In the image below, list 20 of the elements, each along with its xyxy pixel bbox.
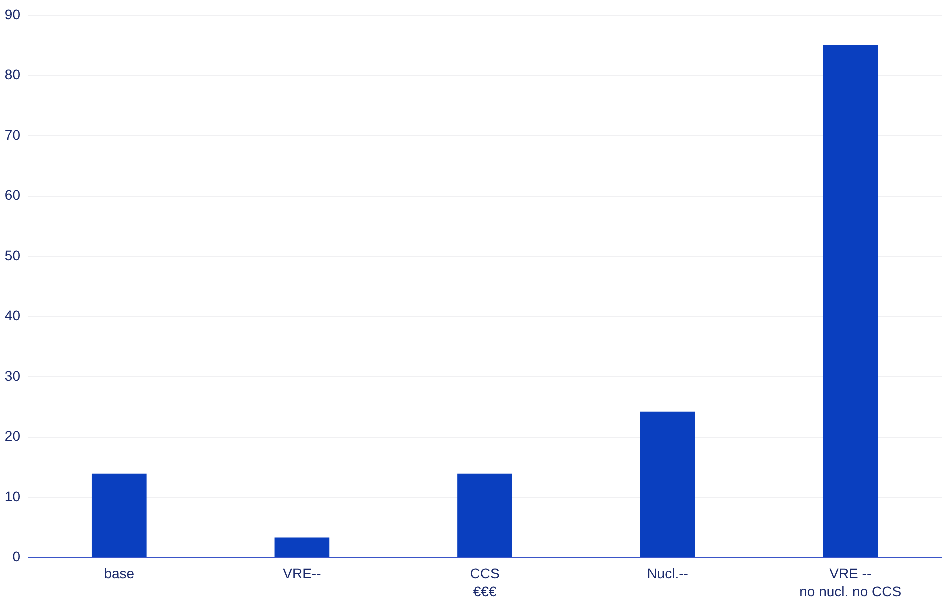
bar — [823, 45, 878, 557]
x-tick-label: base — [104, 566, 135, 582]
x-tick-label: Nucl.-- — [647, 566, 689, 582]
y-tick-label: 0 — [12, 548, 21, 564]
y-tick-label: 30 — [4, 368, 21, 384]
y-tick-label: 80 — [4, 66, 21, 83]
bar — [458, 474, 512, 557]
x-tick-label: VRE -- no nucl. no CCS — [800, 566, 902, 600]
x-tick-label: VRE-- — [283, 566, 322, 582]
bar — [92, 474, 147, 557]
y-tick-label: 50 — [4, 247, 21, 264]
y-tick-label: 60 — [4, 187, 21, 204]
bar — [640, 412, 696, 557]
x-tick-label: CCS €€€ — [470, 566, 500, 600]
bar — [274, 538, 330, 557]
y-tick-label: 90 — [4, 6, 21, 22]
y-tick-label: 70 — [4, 126, 21, 143]
y-tick-label: 40 — [4, 308, 21, 324]
y-tick-label: 20 — [4, 428, 21, 444]
y-tick-label: 10 — [4, 488, 21, 504]
